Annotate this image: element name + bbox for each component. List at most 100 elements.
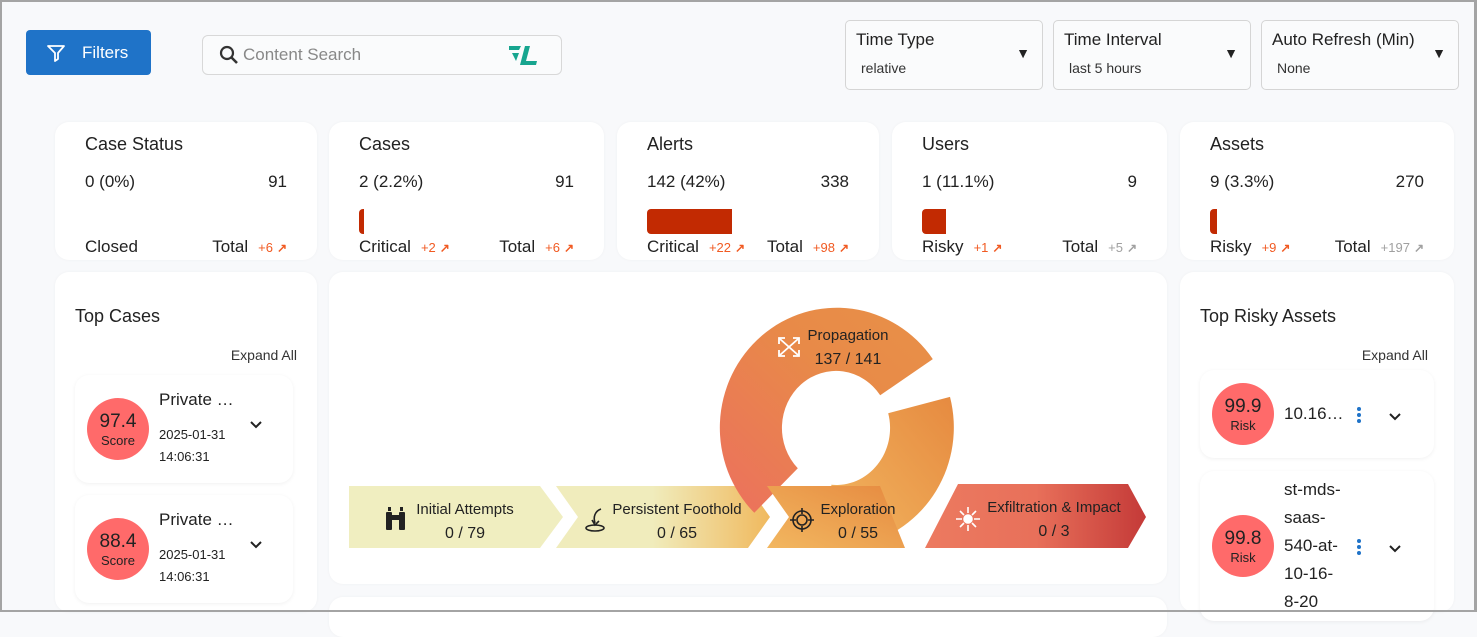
- time-interval-label: Time Interval: [1064, 30, 1162, 49]
- delta-value: +22: [708, 240, 732, 255]
- stat-card[interactable]: Cases 2 (2.2%) 91 Critical +2 ↗ Total +6 ↗: [329, 122, 604, 260]
- expand-all-button[interactable]: Expand All: [230, 347, 297, 363]
- arrow-up-right-icon: ↗: [563, 241, 574, 255]
- arrow-up-right-icon: ↗: [838, 241, 849, 255]
- stage-value: 137 / 141: [815, 351, 882, 368]
- arrows-cross-icon: [778, 337, 800, 357]
- chevron-down-icon[interactable]: [249, 417, 263, 433]
- case-date: 2025-01-31: [159, 427, 226, 442]
- time-type-select[interactable]: Time Type relative ▼: [845, 20, 1043, 90]
- asset-item[interactable]: 99.8 Risk st-mds-saas-540-at-10-16-8-20: [1200, 471, 1434, 621]
- stage-initial-attempts[interactable]: [349, 486, 563, 548]
- stat-title: Assets: [1210, 134, 1265, 154]
- stat-total-delta: +197 ↗: [1381, 240, 1424, 255]
- stat-title: Alerts: [647, 134, 694, 154]
- stat-left-delta: +1 ↗: [974, 240, 1003, 255]
- stage-exfiltration[interactable]: [925, 484, 1146, 548]
- score-label: Score: [101, 432, 135, 448]
- risk-label: Risk: [1230, 549, 1256, 565]
- stat-total: 338: [820, 172, 849, 191]
- arrow-up-right-icon: ↗: [735, 241, 746, 255]
- risk-value: 99.8: [1224, 527, 1262, 549]
- stage-label: Exfiltration & Impact: [987, 499, 1121, 516]
- stat-total-label: Total: [766, 237, 803, 256]
- time-type-label: Time Type: [856, 30, 935, 49]
- score-label: Score: [101, 552, 135, 568]
- risk-badge: 99.8 Risk: [1212, 515, 1274, 577]
- stat-left-label: Critical: [359, 237, 411, 256]
- dropdown-arrow-icon: ▼: [1224, 45, 1238, 61]
- content-search[interactable]: [202, 35, 562, 75]
- asset-item[interactable]: 99.9 Risk 10.16…: [1200, 370, 1434, 458]
- more-options-icon[interactable]: [1357, 405, 1363, 425]
- stage-label: Initial Attempts: [416, 501, 514, 518]
- asset-name: 10.16…: [1284, 404, 1344, 423]
- case-date: 2025-01-31: [159, 547, 226, 562]
- delta-value: +6: [545, 240, 560, 255]
- arrow-up-right-icon: ↗: [1280, 241, 1291, 255]
- case-time: 14:06:31: [159, 569, 210, 584]
- stat-left-delta: +22 ↗: [709, 240, 745, 255]
- crosshair-icon: [790, 508, 814, 532]
- stat-card[interactable]: Users 1 (11.1%) 9 Risky +1 ↗ Total +5 ↗: [892, 122, 1167, 260]
- time-interval-value: last 5 hours: [1069, 60, 1142, 76]
- filters-label: Filters: [82, 42, 129, 62]
- stat-count: 142 (42%): [647, 172, 726, 191]
- stage-persistent-foothold[interactable]: [556, 486, 770, 548]
- chevron-down-icon[interactable]: [1388, 541, 1402, 557]
- score-value: 88.4: [99, 530, 137, 552]
- stat-count: 2 (2.2%): [359, 172, 424, 191]
- stat-title: Users: [922, 134, 970, 154]
- time-interval-select[interactable]: Time Interval last 5 hours ▼: [1053, 20, 1251, 90]
- stage-label: Exploration: [820, 501, 895, 518]
- auto-refresh-value: None: [1277, 60, 1311, 76]
- stat-total: 270: [1395, 172, 1424, 191]
- dropdown-arrow-icon: ▼: [1432, 45, 1446, 61]
- delta-value: +9: [1261, 240, 1277, 255]
- stage-value: 0 / 79: [445, 525, 485, 542]
- chevron-down-icon[interactable]: [1388, 409, 1402, 425]
- filters-button[interactable]: Filters: [26, 30, 151, 75]
- case-item[interactable]: 88.4 Score Private … 2025-01-31 14:06:31: [75, 495, 293, 603]
- stat-total-label: Total: [1334, 237, 1371, 256]
- search-input[interactable]: [243, 45, 503, 65]
- delta-value: +5: [1108, 240, 1123, 255]
- delta-value: +98: [812, 240, 835, 255]
- stage-label: Propagation: [808, 327, 889, 344]
- risk-label: Risk: [1230, 417, 1256, 433]
- case-time: 14:06:31: [159, 449, 210, 464]
- filter-icon: [47, 44, 65, 62]
- more-options-icon[interactable]: [1357, 537, 1363, 557]
- stat-left-label: Risky: [1210, 237, 1252, 256]
- stat-total-delta: +5 ↗: [1108, 240, 1137, 255]
- stat-card[interactable]: Alerts 142 (42%) 338 Critical +22 ↗ Total …: [617, 122, 879, 260]
- stat-card[interactable]: Assets 9 (3.3%) 270 Risky +9 ↗ Total +197 ↗: [1180, 122, 1454, 260]
- expand-all-button[interactable]: Expand All: [1361, 347, 1428, 363]
- asset-name: st-mds-saas-540-at-10-16-8-20: [1284, 480, 1341, 611]
- delta-value: +1: [973, 240, 989, 255]
- top-assets-title: Top Risky Assets: [1200, 306, 1337, 326]
- time-type-value: relative: [861, 60, 907, 76]
- case-item[interactable]: 97.4 Score Private … 2025-01-31 14:06:31: [75, 375, 293, 483]
- arrow-up-right-icon: ↗: [276, 241, 287, 255]
- burst-icon: [956, 507, 980, 531]
- stage-value: 0 / 65: [657, 525, 697, 542]
- stat-count: 9 (3.3%): [1210, 172, 1275, 191]
- search-icon: [219, 45, 238, 64]
- stat-card[interactable]: Case Status 0 (0%) 91 Closed Total +6 ↗: [55, 122, 317, 260]
- stat-title: Case Status: [85, 134, 184, 154]
- auto-refresh-select[interactable]: Auto Refresh (Min) None ▼: [1261, 20, 1459, 90]
- chevron-down-icon[interactable]: [249, 537, 263, 553]
- stat-left-delta: +9 ↗: [1262, 240, 1291, 255]
- stat-total: 91: [268, 172, 287, 191]
- stat-bar-track: [1210, 209, 1424, 234]
- foothold-icon: [585, 508, 605, 532]
- case-name: Private …: [159, 510, 234, 529]
- stage-propagation[interactable]: [719, 307, 933, 513]
- stat-total-label: Total: [212, 237, 249, 256]
- stat-left-label: Critical: [647, 237, 699, 256]
- stat-total-label: Total: [499, 237, 536, 256]
- auto-refresh-label: Auto Refresh (Min): [1272, 30, 1415, 49]
- top-cases-title: Top Cases: [75, 306, 161, 326]
- stage-exploration[interactable]: [767, 486, 905, 548]
